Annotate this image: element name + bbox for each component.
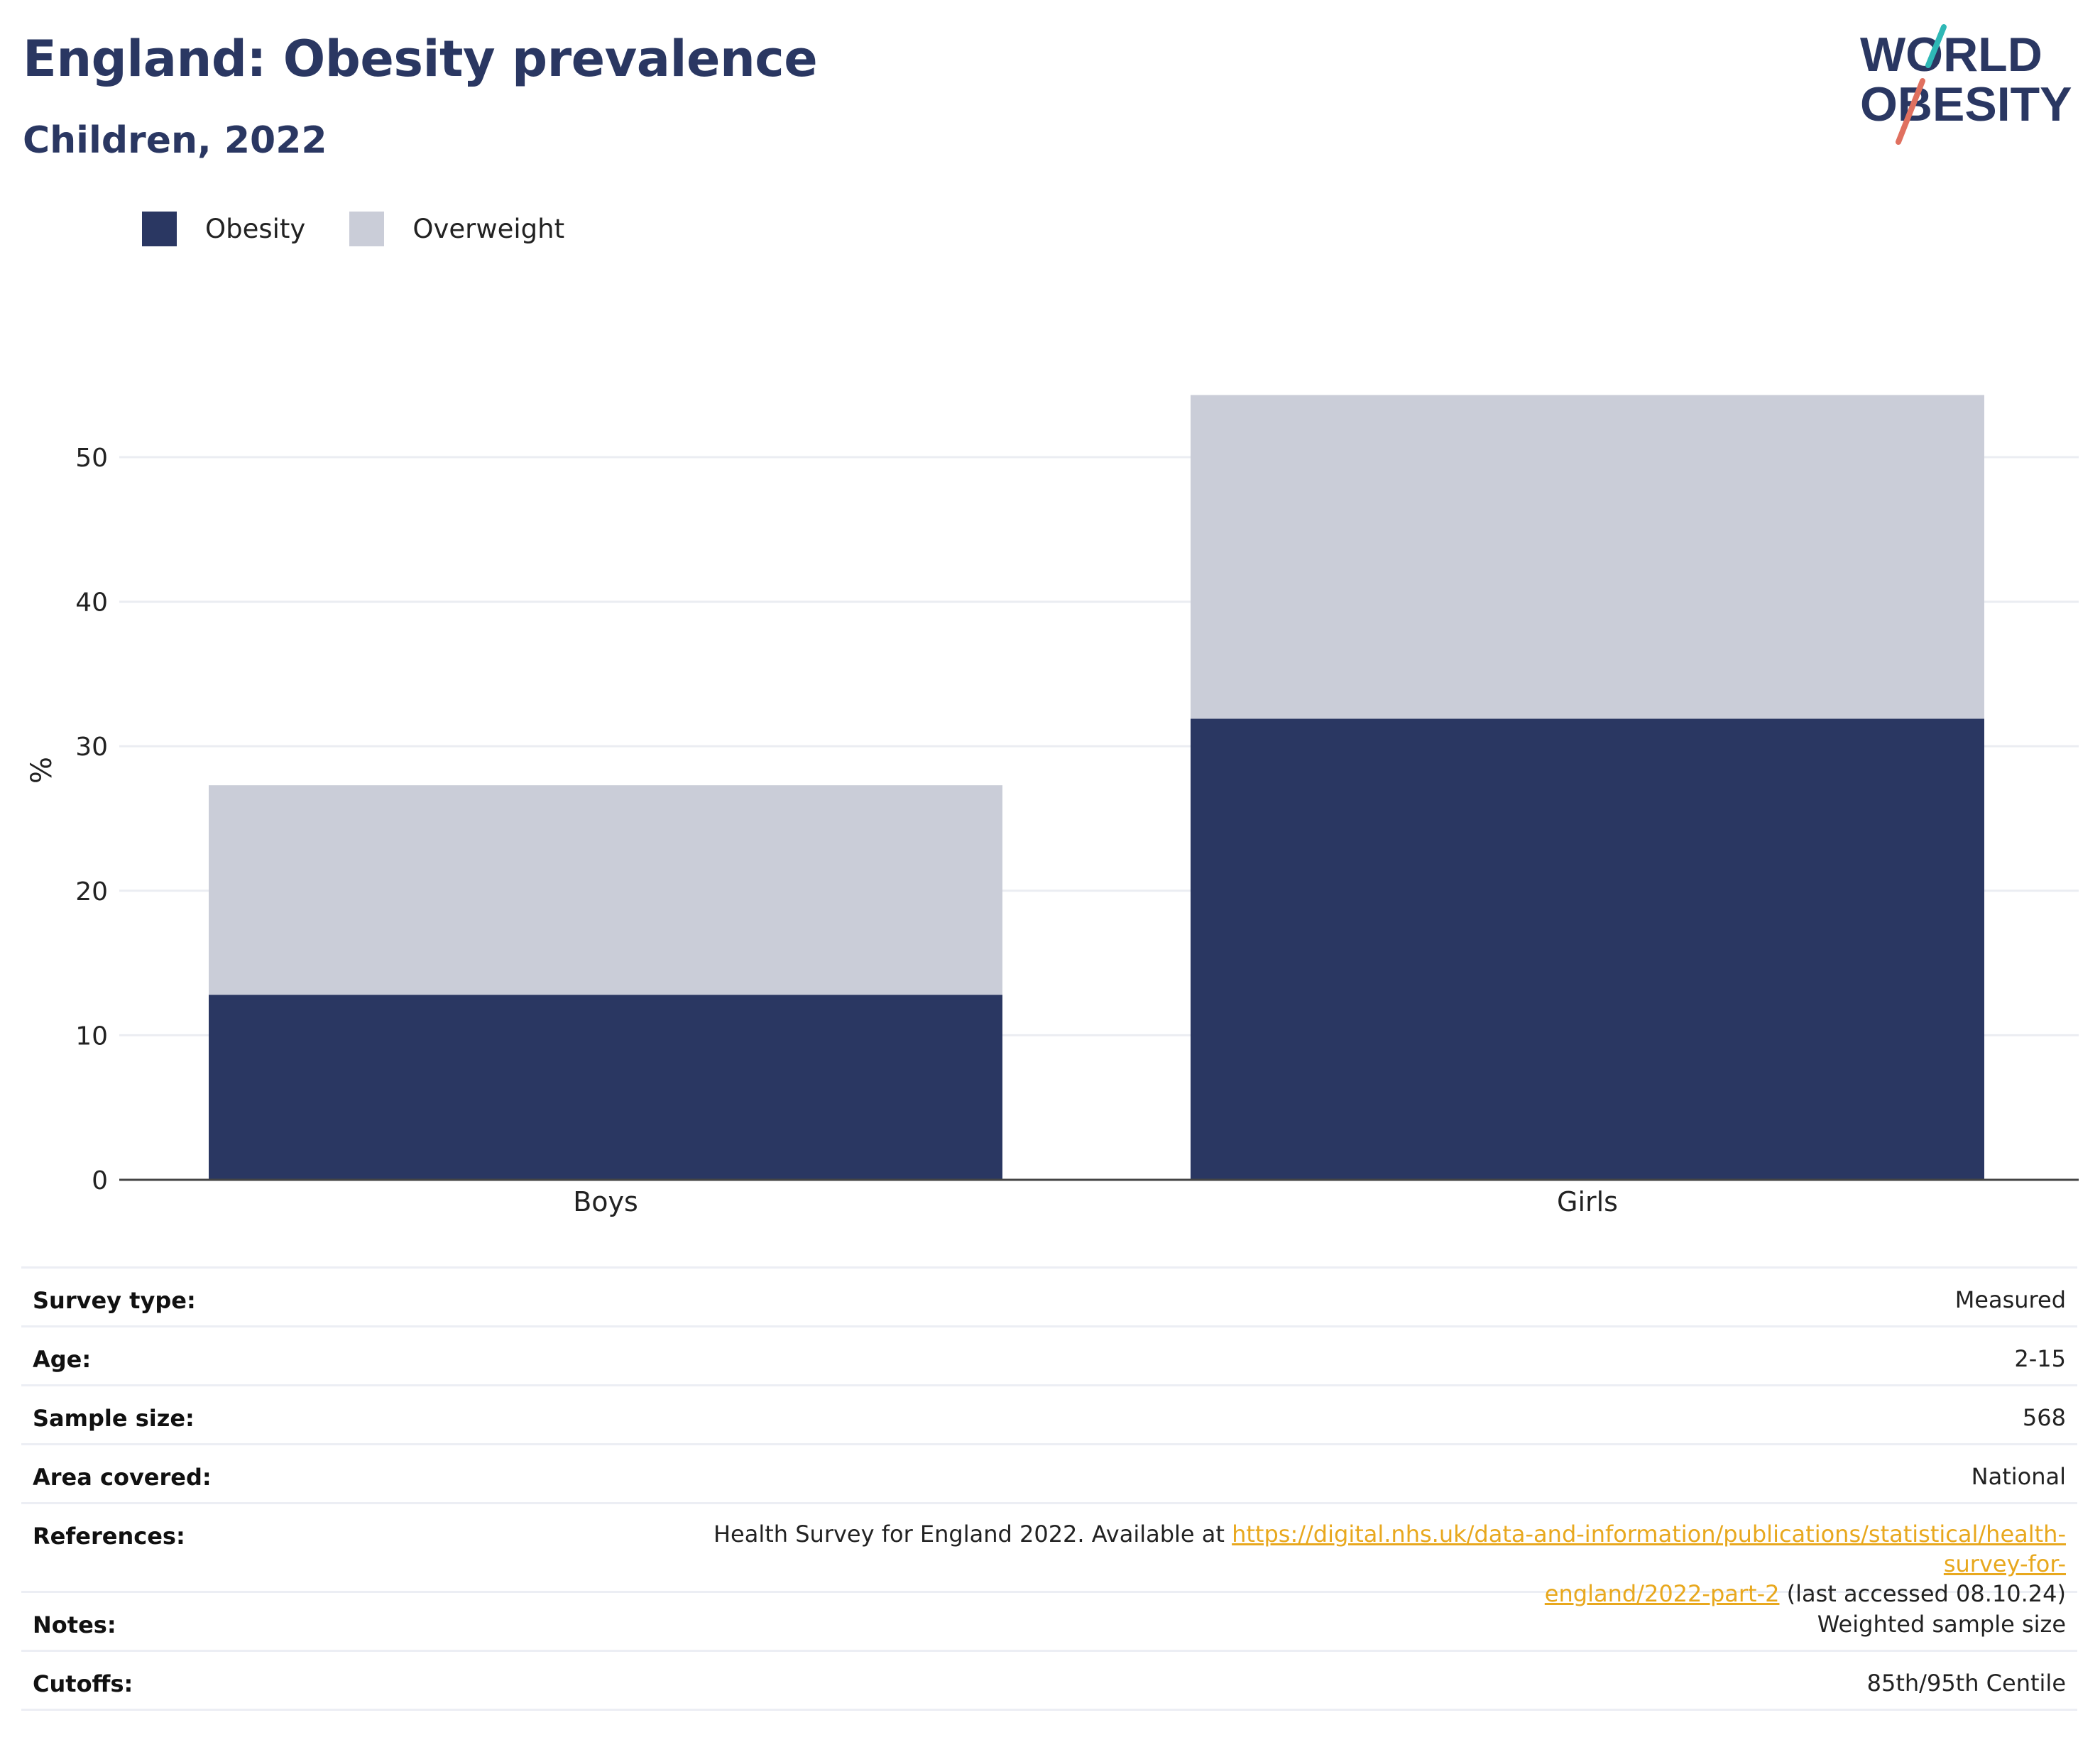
meta-value: Weighted sample size [1817,1611,2066,1638]
bar-girls-obesity[interactable] [1191,718,1984,1180]
meta-row-survey-type: Survey type: Measured [21,1269,2077,1327]
y-tick-labels: 0 10 20 30 40 50 [75,444,108,1195]
meta-key: Cutoffs: [33,1670,133,1697]
reference-link-part1[interactable]: https://digital.nhs.uk/data-and-informat… [1232,1521,2066,1577]
meta-row-notes: Notes: Weighted sample size [21,1593,2077,1652]
meta-key: Sample size: [33,1405,195,1432]
bar-boys-obesity[interactable] [209,995,1002,1180]
meta-key: Notes: [33,1611,116,1638]
meta-value: 2-15 [2014,1345,2066,1372]
logo-line1: WORLD [1860,28,2042,82]
meta-value: 85th/95th Centile [1866,1670,2066,1697]
bars [209,395,1984,1180]
reference-link-part2[interactable]: england/2022-part-2 [1544,1580,1780,1607]
bar-girls-overweight[interactable] [1191,395,1984,719]
meta-value: 568 [2022,1404,2066,1431]
bar-boys-overweight[interactable] [209,785,1002,995]
meta-row-sample-size: Sample size: 568 [21,1386,2077,1445]
logo-line2: OBESITY [1860,77,2072,131]
meta-key: Survey type: [33,1287,196,1314]
y-tick-label-50: 50 [75,444,108,473]
meta-row-age: Age: 2-15 [21,1327,2077,1386]
x-tick-label-girls: Girls [1557,1186,1618,1217]
legend-label-overweight: Overweight [412,214,565,244]
chart-title: England: Obesity prevalence [23,30,818,88]
reference-prefix: Health Survey for England 2022. Availabl… [713,1521,1232,1548]
y-tick-label-20: 20 [75,877,108,907]
x-tick-label-boys: Boys [573,1186,638,1217]
legend-item-obesity[interactable]: Obesity [142,212,305,246]
logo-slash-coral [1896,78,1925,145]
y-tick-label-10: 10 [75,1022,108,1051]
legend-label-obesity: Obesity [205,214,306,244]
y-tick-label-0: 0 [92,1166,108,1195]
chart-subtitle: Children, 2022 [23,119,327,162]
meta-value: National [1971,1463,2066,1490]
meta-row-cutoffs: Cutoffs: 85th/95th Centile [21,1652,2077,1711]
world-obesity-logo: WORLD OBESITY [1860,24,2072,145]
y-axis-label: % [26,757,58,784]
meta-value: Measured [1954,1286,2066,1313]
legend-swatch-overweight [349,212,385,246]
legend-swatch-obesity [142,212,177,246]
legend-item-overweight[interactable]: Overweight [349,212,564,246]
logo-slash-teal [1925,24,1947,68]
meta-key: References: [33,1523,185,1550]
meta-key: Area covered: [33,1464,212,1491]
meta-row-references: References: Health Survey for England 20… [21,1504,2077,1607]
reference-suffix: (last accessed 08.10.24) [1779,1580,2066,1607]
survey-metadata-table: Survey type: Measured Age: 2-15 Sample s… [21,1266,2077,1711]
x-tick-labels: Boys Girls [573,1186,1618,1217]
meta-row-area-covered: Area covered: National [21,1445,2077,1504]
stacked-bar-chart: 0 10 20 30 40 50 Boys Girls % [26,395,2079,1217]
y-tick-label-30: 30 [75,733,108,762]
meta-key: Age: [33,1346,92,1373]
y-tick-label-40: 40 [75,588,108,618]
chart-legend: Obesity Overweight [142,212,608,246]
meta-value-references: Health Survey for England 2022. Availabl… [646,1519,2066,1609]
